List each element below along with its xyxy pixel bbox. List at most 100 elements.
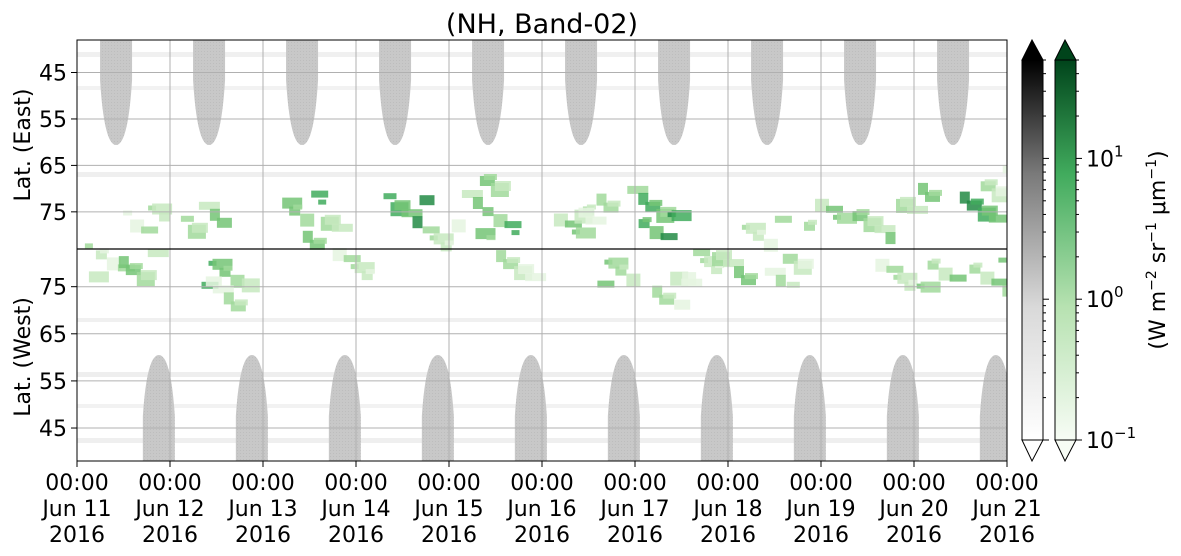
radiance-cell <box>627 185 649 194</box>
radiance-cell <box>503 259 519 270</box>
radiance-cell <box>908 279 918 285</box>
radiance-cell <box>815 198 829 212</box>
radiance-cell <box>745 273 758 280</box>
radiance-cell <box>959 191 970 204</box>
x-tick-label: 00:00 <box>138 471 201 496</box>
radiance-cell <box>741 275 756 286</box>
colorbar-tick-label: 10−1 <box>1086 424 1136 454</box>
radiance-cell <box>419 195 435 206</box>
radiance-cell <box>507 257 521 264</box>
radiance-cell <box>219 267 231 277</box>
radiance-cell <box>652 285 663 298</box>
radiance-cell <box>496 250 507 263</box>
radiance-cell <box>365 269 375 275</box>
radiance-cell <box>84 243 93 249</box>
radiance-cell <box>383 193 397 200</box>
x-tick-label: 2016 <box>979 523 1035 548</box>
radiance-cell <box>885 232 896 245</box>
radiance-cell <box>504 221 522 229</box>
colorbar-label: (W m−2 sr−1 μm−1) <box>1144 150 1171 349</box>
colorbar-greys-extend-max <box>1021 38 1044 61</box>
x-tick-label: 2016 <box>886 523 942 548</box>
radiance-cell <box>607 200 621 207</box>
radiance-cell <box>597 280 615 288</box>
x-tick-label: Jun 17 <box>598 497 669 522</box>
radiance-cell <box>293 204 303 210</box>
x-tick-label: 2016 <box>235 523 291 548</box>
x-tick-label: 00:00 <box>231 471 294 496</box>
y-tick-label: 45 <box>39 62 67 87</box>
radiance-cell <box>649 199 663 206</box>
radiance-cell <box>645 201 661 212</box>
radiance-cell <box>331 223 353 232</box>
x-tick-label: Jun 19 <box>784 497 855 522</box>
radiance-cell <box>734 266 744 279</box>
radiance-cell <box>223 292 234 305</box>
radiance-cell <box>130 219 145 233</box>
radiance-cell <box>671 210 692 222</box>
radiance-cell <box>586 204 596 210</box>
radiance-cell <box>980 181 996 192</box>
radiance-cell <box>973 262 983 268</box>
night-mask-west <box>328 355 361 461</box>
radiance-cell <box>752 231 764 241</box>
radiance-cell <box>596 193 607 206</box>
colorbar-label-exp: −1 <box>1144 159 1160 180</box>
radiance-cell <box>483 174 497 180</box>
y-tick-label: 55 <box>39 108 67 133</box>
radiance-cell <box>988 214 1007 223</box>
y-axis-label-east: Lat. (East) <box>11 89 36 202</box>
night-mask-west <box>142 355 175 461</box>
radiance-cell <box>711 265 723 275</box>
colorbar-greys-body <box>1021 59 1044 441</box>
radiance-cell <box>311 190 329 198</box>
radiance-cell <box>223 265 233 271</box>
radiance-cell <box>826 205 843 213</box>
x-tick-label: Jun 15 <box>412 497 483 522</box>
radiance-cell <box>995 186 1007 197</box>
radiance-cell <box>585 216 607 225</box>
radiance-cell <box>578 207 595 218</box>
radiance-cell <box>998 257 1007 263</box>
x-tick-label: Jun 16 <box>505 497 576 522</box>
radiance-cell <box>422 226 440 234</box>
radiance-cell <box>241 278 260 293</box>
radiance-cell <box>575 227 596 239</box>
colorbar-greys-extend-min <box>1021 439 1044 463</box>
x-tick-label: 00:00 <box>417 471 480 496</box>
radiance-cell <box>318 199 327 205</box>
radiance-cell <box>461 190 483 198</box>
radiance-cell <box>642 217 652 223</box>
radiance-cell <box>966 200 982 211</box>
colorbar-label-part: μm <box>1146 180 1171 222</box>
radiance-cell <box>106 257 121 271</box>
radiance-cell <box>763 238 778 252</box>
x-tick-label: 2016 <box>607 523 663 548</box>
y-ticks-west: 75 65 55 45 <box>39 276 77 442</box>
radiance-cell <box>401 209 423 218</box>
colorbar-greys <box>1021 38 1044 463</box>
night-mask-west <box>886 355 919 461</box>
x-tick-label: 00:00 <box>603 471 666 496</box>
colorbar-tick-label: 101 <box>1086 142 1124 172</box>
radiance-cell <box>786 281 800 288</box>
x-tick-label: 00:00 <box>696 471 759 496</box>
radiance-cell <box>775 274 786 287</box>
radiance-cell <box>1002 165 1007 174</box>
radiance-cell <box>525 273 547 282</box>
y-ticks-east: 45 55 65 75 <box>39 62 77 226</box>
grid-lines <box>77 40 1007 461</box>
radiance-cell <box>212 285 234 294</box>
colorbar-greens-extend-min <box>1054 439 1077 463</box>
colorbar-label-part: ) <box>1146 150 1171 159</box>
x-tick-label: Jun 20 <box>877 497 948 522</box>
radiance-cell <box>927 260 939 270</box>
night-mask-west <box>607 355 640 461</box>
radiance-cell <box>511 230 520 236</box>
radiance-cell <box>152 203 173 215</box>
radiance-cell <box>918 182 928 195</box>
night-mask-west <box>421 355 454 461</box>
radiance-cell <box>216 217 232 228</box>
